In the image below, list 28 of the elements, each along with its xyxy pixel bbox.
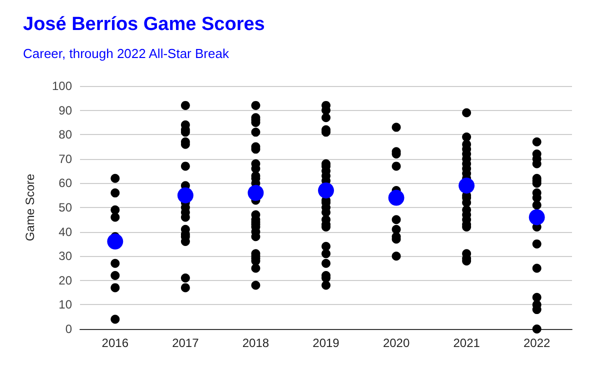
chart-subtitle: Career, through 2022 All-Star Break [23, 46, 230, 61]
x-tick-label: 2020 [382, 336, 410, 350]
y-tick-label: 70 [58, 152, 72, 166]
y-tick-label: 20 [58, 273, 72, 288]
point [528, 209, 545, 226]
y-tick-label: 100 [52, 79, 72, 93]
x-tick-label: 2017 [172, 336, 200, 350]
x-tick-label: 2022 [524, 336, 551, 350]
y-tick-label: 10 [58, 298, 72, 312]
x-tick-label: 2019 [312, 336, 340, 350]
y-tick-label: 60 [58, 176, 72, 190]
point [458, 178, 475, 194]
y-tick-label: 30 [58, 249, 72, 264]
y-tick-label: 40 [58, 224, 72, 239]
y-tick-label: 0 [65, 322, 72, 336]
x-tick-label: 2021 [453, 336, 480, 350]
x-tick-label: 2018 [242, 336, 270, 350]
point [177, 187, 194, 204]
point [388, 190, 404, 206]
point [318, 182, 334, 198]
x-tick-label: 2016 [102, 336, 129, 350]
chart-title: José Berríos Game Scores [23, 14, 265, 35]
y-tick-label: 90 [58, 103, 72, 118]
point [248, 184, 264, 201]
y-tick-label: 80 [58, 128, 72, 142]
point [107, 234, 124, 250]
y-tick-label: 50 [58, 200, 72, 214]
y-axis-title: Game Score [23, 173, 37, 242]
